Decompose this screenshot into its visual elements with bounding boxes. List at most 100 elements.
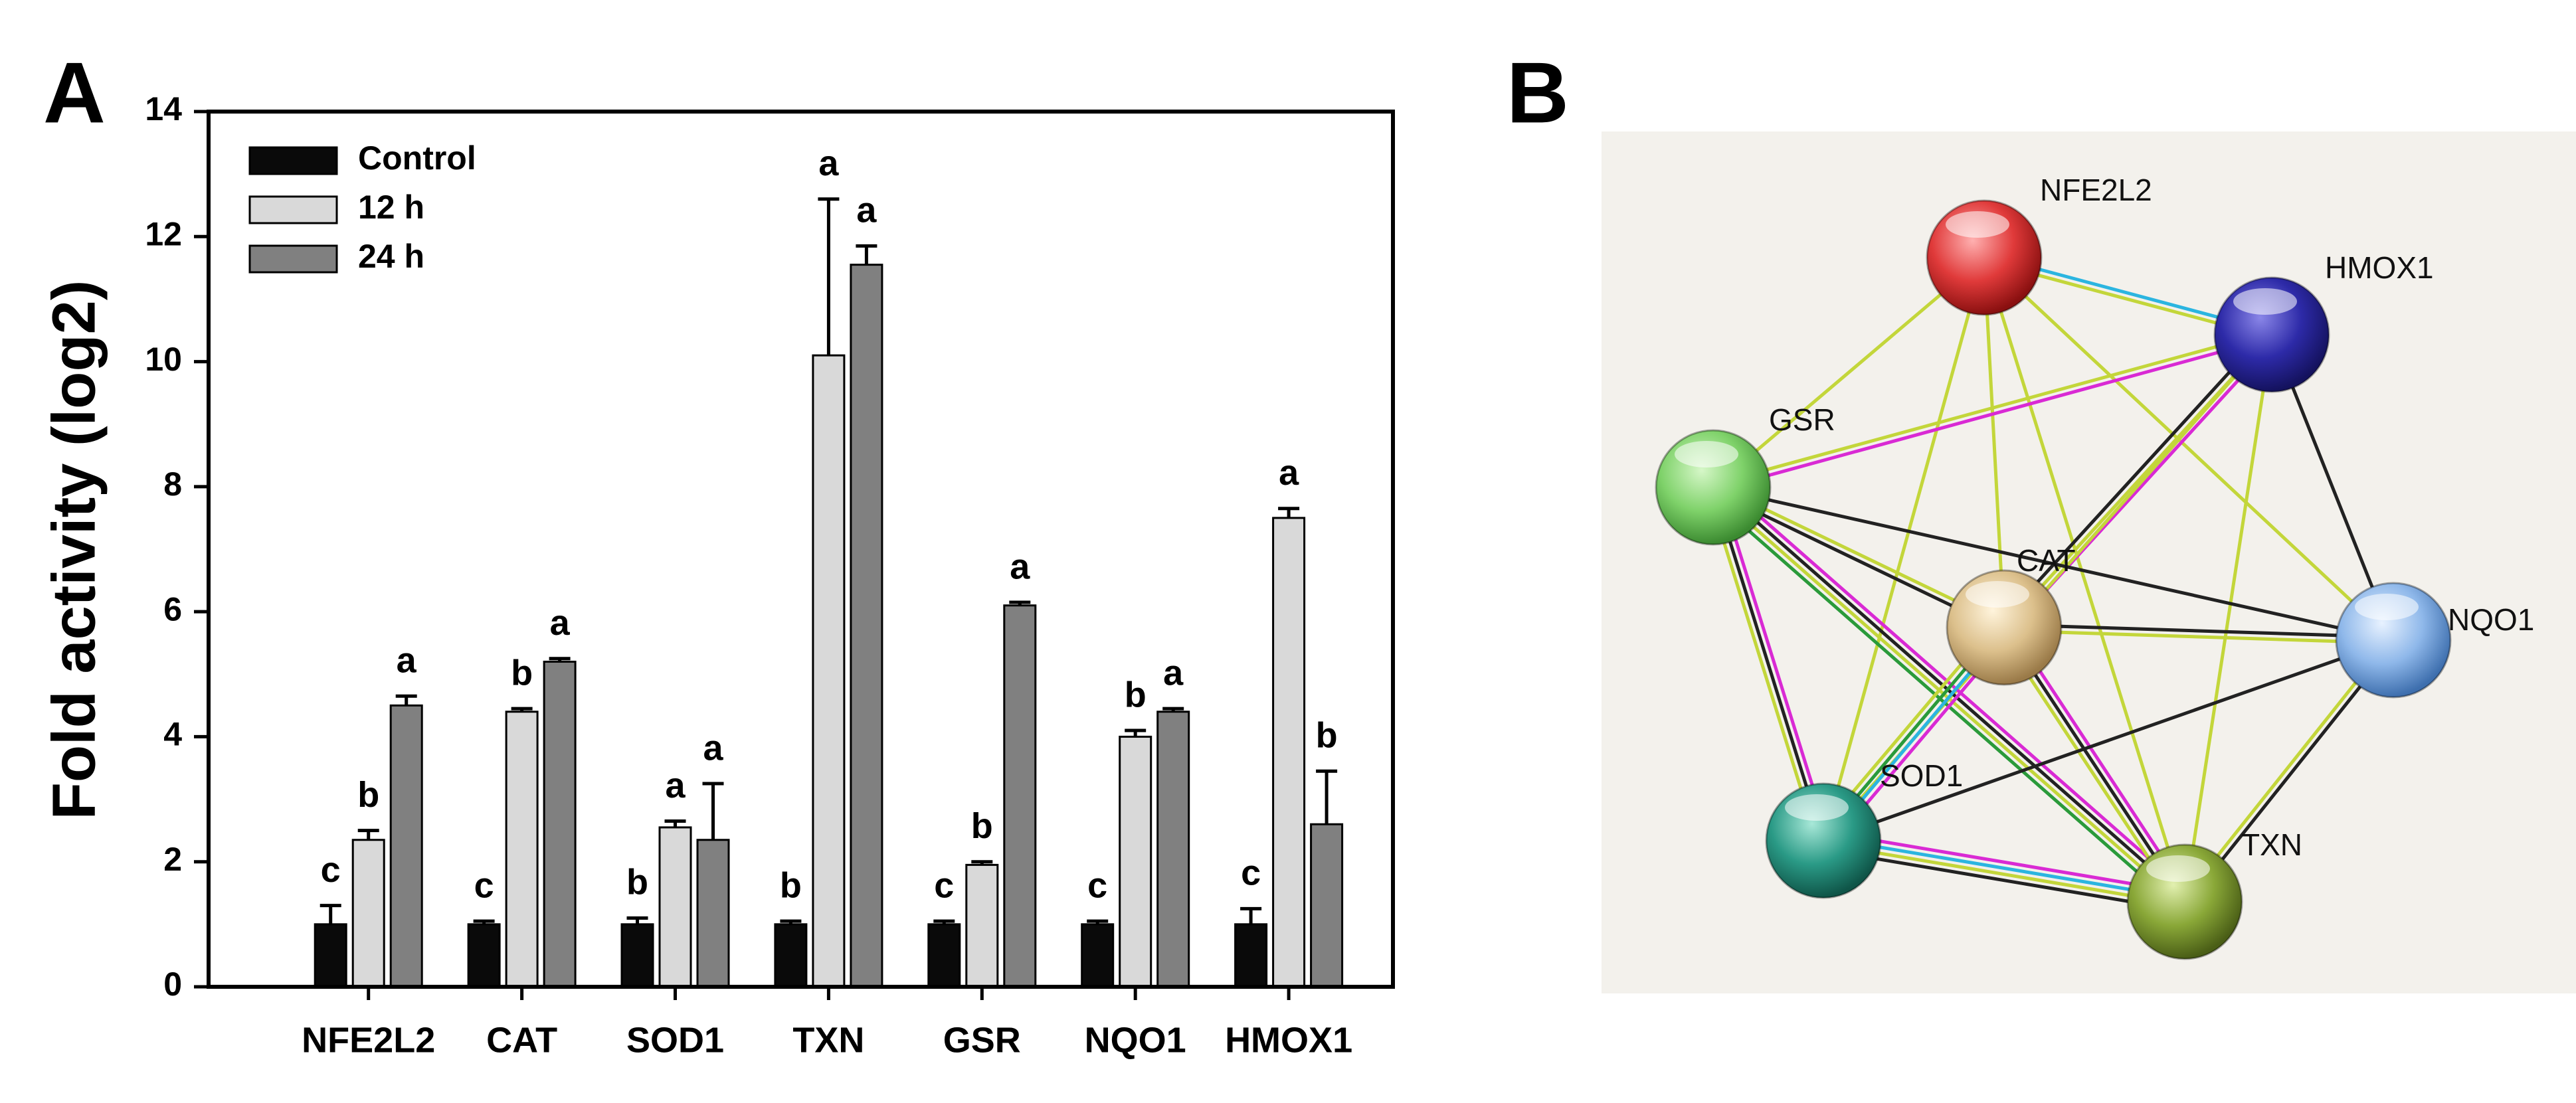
network-edge [1982, 257, 2187, 902]
node-label: NQO1 [2448, 602, 2534, 637]
network-edge [1706, 488, 1819, 843]
node-highlight [1966, 581, 2029, 608]
x-tick-label: GSR [943, 1020, 1021, 1060]
legend-label: Control [358, 139, 476, 177]
node-highlight [1785, 794, 1849, 821]
bar [1310, 823, 1344, 988]
error-bar [702, 782, 724, 840]
bar [389, 704, 423, 988]
bar-chart: Fold activity (log2)02468101214NFE2L2cba… [40, 90, 1395, 1060]
bar [696, 839, 730, 988]
node-highlight [2355, 594, 2419, 620]
significance-letter: a [665, 766, 686, 806]
x-tick-label: NQO1 [1085, 1020, 1186, 1060]
bar [1234, 923, 1268, 988]
significance-letter: a [1163, 653, 1184, 693]
bar [1003, 604, 1037, 988]
y-tick-label: 4 [163, 716, 182, 753]
error-bar [818, 197, 840, 356]
error-bar [357, 829, 379, 840]
node-label: CAT [2017, 543, 2076, 578]
significance-letter: a [550, 603, 571, 643]
significance-letter: b [971, 806, 993, 846]
error-bar [856, 244, 877, 265]
error-bar [1278, 507, 1300, 518]
network-edge [1822, 841, 2185, 906]
significance-letter: b [780, 865, 802, 905]
node-label: TXN [2241, 827, 2302, 862]
node-highlight [1946, 211, 2009, 238]
bar [927, 923, 961, 988]
error-bar [1240, 906, 1262, 924]
network-edge [1706, 493, 2180, 910]
significance-letter: b [357, 775, 379, 815]
legend-label: 12 h [358, 189, 424, 226]
significance-letter: b [1316, 715, 1338, 755]
y-axis-label: Fold activity (log2) [40, 280, 108, 820]
y-tick-label: 12 [145, 215, 182, 252]
error-bar [1009, 600, 1031, 606]
y-tick-label: 0 [163, 966, 182, 1003]
bar [351, 839, 385, 988]
y-tick-label: 2 [163, 841, 182, 878]
significance-letter: a [703, 728, 723, 768]
network-edge [1717, 485, 1831, 840]
bar [1272, 517, 1306, 988]
bar [1119, 735, 1152, 988]
network-edge [2183, 334, 2274, 902]
bar [658, 826, 692, 988]
node-label: GSR [1769, 402, 1835, 437]
error-bar [971, 860, 993, 865]
error-bar [933, 919, 955, 924]
bar [1156, 711, 1190, 988]
network-edge [1712, 485, 2394, 642]
network-edge [1982, 257, 2006, 628]
y-tick-label: 6 [163, 590, 182, 628]
significance-letter: b [1125, 675, 1147, 715]
network: NFE2L2 HMOX1 GSR CAT NQO1 SOD1 TXN [1655, 173, 2534, 960]
significance-letter: c [1087, 865, 1107, 905]
significance-letter: c [934, 865, 954, 905]
significance-letter: c [1241, 853, 1261, 893]
bar [965, 863, 999, 988]
network-edge [1998, 329, 2269, 625]
network-edge [1712, 330, 2272, 487]
node-highlight [2146, 855, 2210, 882]
network-edge [1821, 847, 2184, 912]
significance-letter: a [856, 191, 877, 230]
legend-swatch [248, 195, 338, 224]
error-bar [473, 919, 495, 924]
bar [850, 264, 883, 988]
y-tick-label: 8 [163, 466, 182, 503]
network-edge [1713, 335, 2273, 492]
x-tick-label: CAT [486, 1020, 557, 1060]
significance-letter: a [1279, 453, 1299, 493]
bar [543, 660, 577, 988]
error-bar [549, 657, 571, 662]
bar [1081, 923, 1115, 988]
error-bar [1087, 919, 1109, 924]
error-bar [626, 916, 648, 924]
node-label: HMOX1 [2325, 250, 2434, 285]
network-edge [1824, 830, 2187, 895]
bar [774, 923, 808, 988]
y-tick-label: 14 [145, 90, 182, 127]
error-bar [1316, 769, 1338, 825]
significance-letter: c [321, 850, 341, 890]
bar [314, 923, 347, 988]
network-edge [1823, 836, 2186, 901]
network-edge [1710, 488, 2184, 906]
network-edge [1821, 257, 1986, 841]
error-bar [1125, 728, 1147, 737]
error-bar [664, 819, 686, 827]
significance-letter: b [626, 863, 648, 902]
error-bar [320, 904, 341, 924]
significance-letter: a [1010, 547, 1030, 586]
network-edge [1711, 487, 1825, 841]
x-tick-label: HMOX1 [1225, 1020, 1352, 1060]
significance-letter: b [511, 653, 533, 693]
panel-label: B [1507, 44, 1569, 141]
bar [620, 923, 654, 988]
error-bar [780, 919, 802, 924]
